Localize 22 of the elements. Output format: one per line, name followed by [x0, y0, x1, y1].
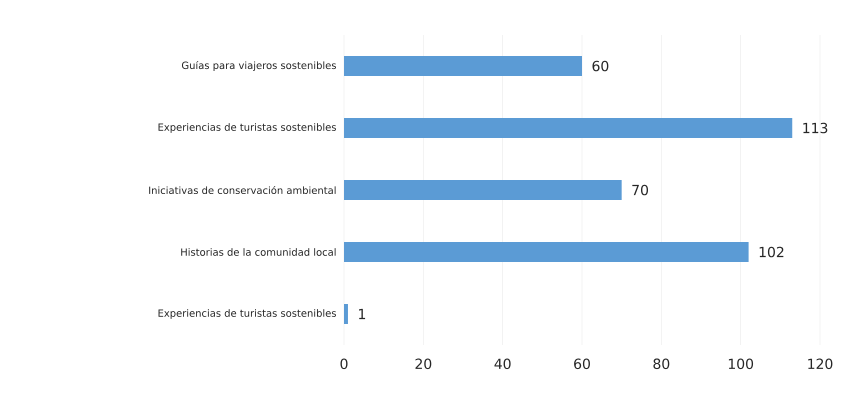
bar: [344, 242, 749, 262]
y-tick-label: Experiencias de turistas sostenibles: [158, 309, 336, 319]
x-tick-label: 120: [808, 358, 832, 370]
x-tick-label: 40: [494, 358, 511, 370]
data-label: 113: [803, 122, 828, 134]
data-label: 60: [592, 60, 608, 72]
x-tick-label: 20: [415, 358, 432, 370]
x-tick-label: 0: [340, 358, 348, 370]
bar: [344, 180, 622, 200]
bar: [344, 118, 792, 138]
x-tick-label: 80: [653, 358, 670, 370]
data-label: 1: [359, 308, 366, 320]
data-label: 102: [760, 246, 784, 258]
y-tick-label: Guías para viajeros sostenibles: [182, 60, 336, 72]
x-tick-label: 60: [574, 358, 590, 370]
bar: [344, 304, 348, 324]
x-tick-label: 100: [728, 358, 754, 370]
data-label: 70: [632, 184, 648, 196]
y-tick-label: Experiencias de turistas sostenibles: [158, 123, 336, 133]
y-tick-label: Iniciativas de conservación ambiental: [149, 186, 336, 194]
bar: [344, 56, 582, 76]
y-tick-label: Historias de la comunidad local: [181, 248, 336, 256]
